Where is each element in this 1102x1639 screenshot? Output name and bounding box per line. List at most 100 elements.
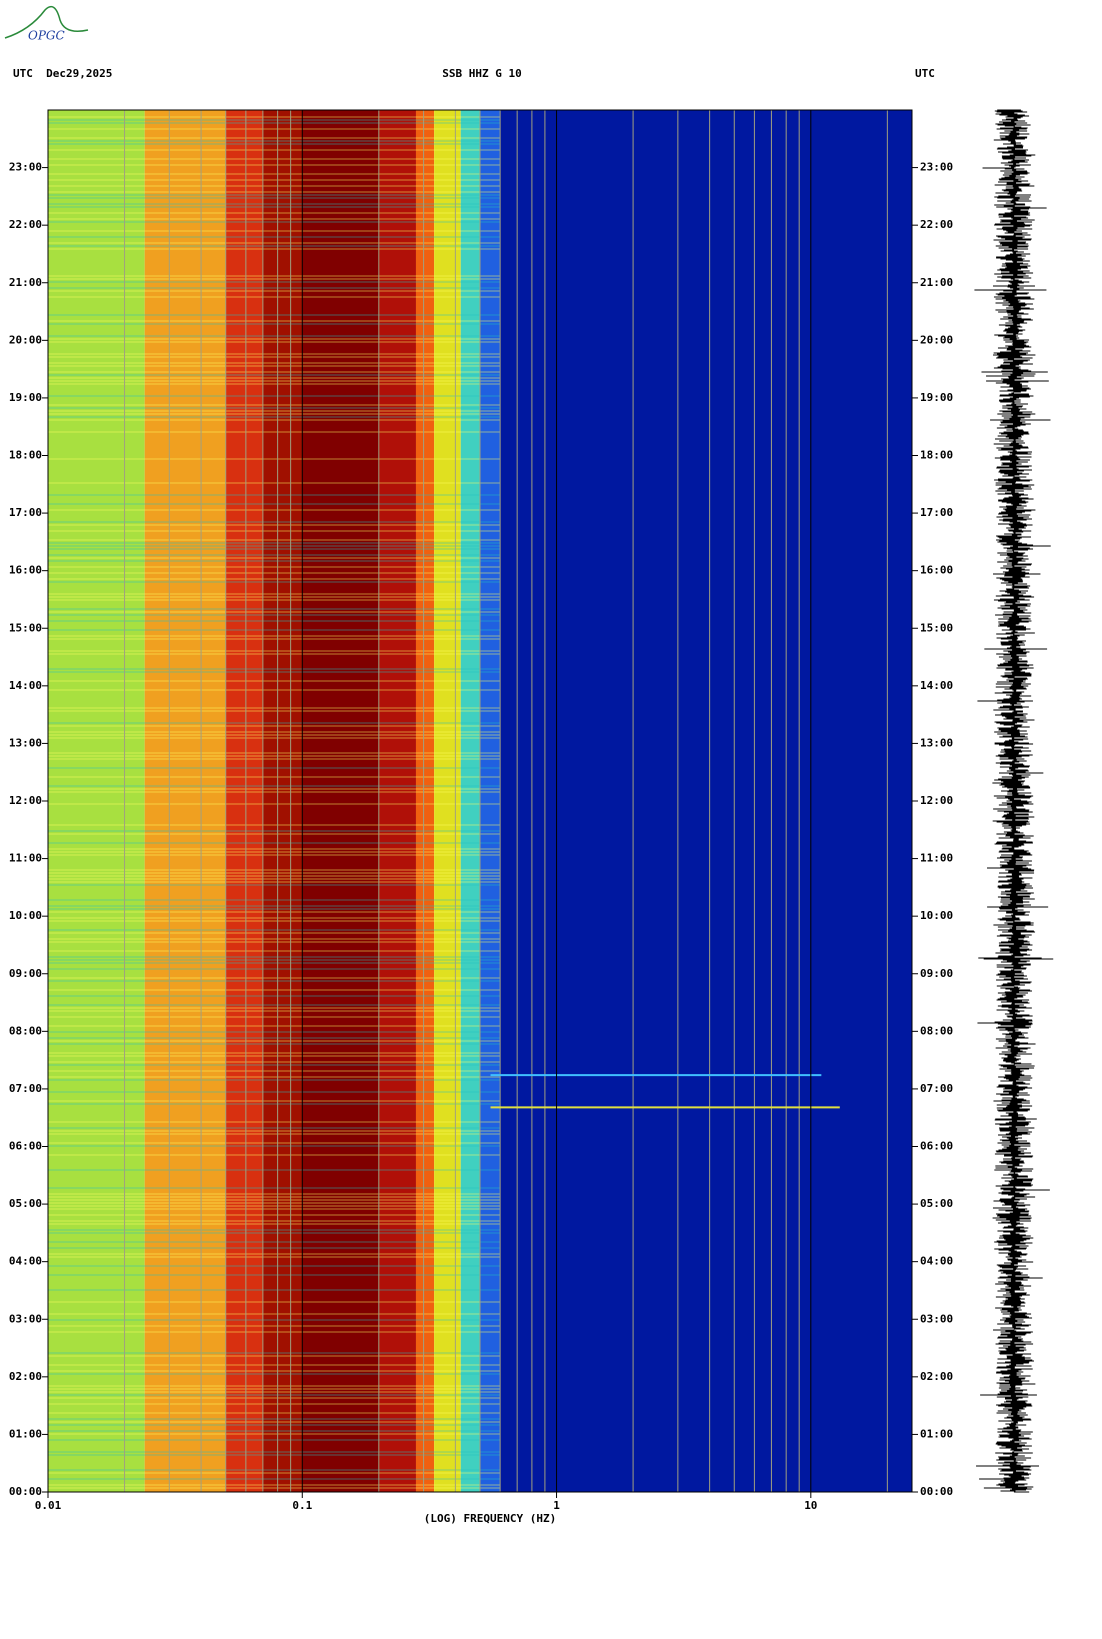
texture-stripe — [48, 578, 501, 580]
texture-stripe — [48, 1430, 501, 1432]
texture-stripe — [48, 1388, 501, 1390]
texture-stripe — [48, 1127, 501, 1129]
chart-title: SSB HHZ G 10 — [442, 67, 521, 80]
texture-stripe — [48, 1418, 501, 1420]
texture-stripe — [48, 593, 501, 595]
y-tick-label: 19:00 — [9, 391, 42, 404]
texture-stripe — [48, 911, 501, 913]
logo-text: OPGC — [28, 29, 65, 43]
texture-stripe — [48, 989, 501, 991]
texture-stripe — [48, 671, 501, 673]
texture-stripe — [48, 362, 501, 364]
texture-stripe — [48, 1247, 501, 1249]
texture-stripe — [48, 1187, 501, 1189]
texture-stripe — [48, 1055, 501, 1057]
texture-stripe — [48, 521, 501, 523]
texture-stripe — [48, 842, 501, 844]
texture-stripe — [48, 941, 501, 943]
x-tick-label: 0.1 — [292, 1499, 312, 1512]
texture-stripe — [48, 323, 501, 325]
texture-stripe — [48, 1325, 501, 1327]
texture-stripe — [48, 539, 501, 541]
texture-stripe — [48, 767, 501, 769]
texture-stripe — [48, 353, 501, 355]
texture-stripe — [48, 494, 501, 496]
texture-stripe — [48, 1256, 501, 1258]
y-tick-label: 22:00 — [9, 218, 42, 231]
y-tick-label: 20:00 — [9, 333, 42, 346]
texture-stripe — [48, 248, 501, 250]
y-tick-label: 05:00 — [9, 1197, 42, 1210]
texture-stripe — [48, 851, 501, 853]
texture-stripe — [48, 296, 501, 298]
x-tick-label: 10 — [804, 1499, 817, 1512]
texture-stripe — [48, 509, 501, 511]
texture-stripe — [48, 419, 501, 421]
y-tick-label-right: 01:00 — [920, 1427, 953, 1440]
texture-stripe — [48, 725, 501, 727]
texture-stripe — [48, 599, 501, 601]
texture-stripe — [48, 1202, 501, 1204]
texture-stripe — [48, 1412, 501, 1414]
texture-stripe — [48, 275, 501, 277]
x-tick-label: 0.01 — [35, 1499, 62, 1512]
texture-stripe — [48, 374, 501, 376]
spectral-band — [434, 110, 461, 1492]
y-tick-label: 14:00 — [9, 679, 42, 692]
texture-stripe — [48, 1040, 501, 1042]
y-tick-label: 12:00 — [9, 794, 42, 807]
texture-stripe — [48, 938, 501, 940]
y-tick-label-right: 00:00 — [920, 1485, 953, 1498]
texture-stripe — [48, 614, 501, 616]
texture-stripe — [48, 854, 501, 856]
texture-stripe — [48, 710, 501, 712]
texture-stripe — [48, 776, 501, 778]
y-tick-label-right: 02:00 — [920, 1370, 953, 1383]
texture-stripe — [48, 1469, 501, 1471]
texture-stripe — [48, 1370, 501, 1372]
texture-stripe — [48, 431, 501, 433]
texture-stripe — [48, 1232, 501, 1234]
y-tick-label-right: 09:00 — [920, 967, 953, 980]
texture-stripe — [48, 314, 501, 316]
x-tick-label: 1 — [553, 1499, 560, 1512]
texture-stripe — [48, 320, 501, 322]
y-tick-label-right: 07:00 — [920, 1082, 953, 1095]
texture-stripe — [48, 173, 501, 175]
texture-stripe — [48, 1130, 501, 1132]
texture-stripe — [48, 1478, 501, 1480]
texture-stripe — [48, 1274, 501, 1276]
texture-stripe — [48, 608, 501, 610]
texture-stripe — [48, 1079, 501, 1081]
texture-stripe — [48, 1319, 501, 1321]
texture-stripe — [48, 833, 501, 835]
texture-stripe — [48, 899, 501, 901]
texture-stripe — [48, 185, 501, 187]
texture-stripe — [48, 1385, 501, 1387]
y-tick-label: 09:00 — [9, 967, 42, 980]
texture-stripe — [48, 752, 501, 754]
y-tick-label: 23:00 — [9, 161, 42, 174]
texture-stripe — [48, 1133, 501, 1135]
texture-stripe — [48, 1043, 501, 1045]
y-tick-label-right: 19:00 — [920, 391, 953, 404]
y-tick-label-right: 08:00 — [920, 1024, 953, 1037]
texture-stripe — [48, 791, 501, 793]
y-tick-label: 17:00 — [9, 506, 42, 519]
seismogram — [974, 109, 1054, 1493]
texture-stripe — [48, 959, 501, 961]
texture-stripe — [48, 962, 501, 964]
texture-stripe — [48, 395, 501, 397]
texture-stripe — [48, 1193, 501, 1195]
texture-stripe — [48, 218, 501, 220]
texture-stripe — [48, 968, 501, 970]
texture-stripe — [48, 758, 501, 760]
y-tick-label-right: 22:00 — [920, 218, 953, 231]
y-tick-label: 13:00 — [9, 736, 42, 749]
y-tick-label-right: 04:00 — [920, 1255, 953, 1268]
texture-stripe — [48, 596, 501, 598]
texture-stripe — [48, 875, 501, 877]
texture-stripe — [48, 149, 501, 151]
texture-stripe — [48, 680, 501, 682]
texture-stripe — [48, 1352, 501, 1354]
